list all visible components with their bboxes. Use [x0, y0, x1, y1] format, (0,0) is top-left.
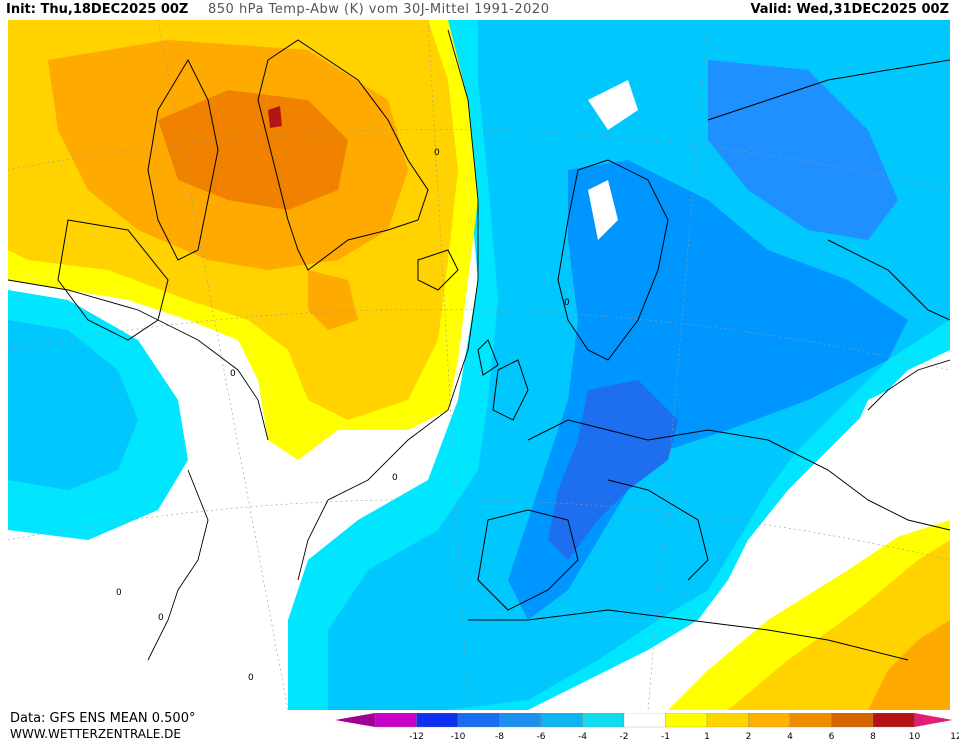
contour-label: 0: [248, 673, 254, 683]
contour-label: 0: [392, 473, 398, 483]
legend-swatch: [665, 712, 708, 728]
valid-value: Wed,31DEC2025 00Z: [796, 2, 949, 17]
anomaly-region-se-orange: [868, 620, 950, 710]
legend-tick-label: 12: [950, 732, 959, 742]
legend-swatch: [540, 712, 583, 728]
map-canvas: 0 0 0 0 0 0 0: [8, 20, 950, 710]
data-source: Data: GFS ENS MEAN 0.500°: [10, 711, 196, 726]
valid-label: Valid:: [750, 2, 792, 17]
legend-tick-label: 4: [787, 732, 793, 742]
legend-bar: [335, 712, 953, 728]
legend-swatch: [748, 712, 791, 728]
anomaly-region-deep-blue: [548, 380, 678, 560]
legend-swatch: [457, 712, 500, 728]
map-title: 850 hPa Temp-Abw (K) vom 30J-Mittel 1991…: [208, 2, 550, 17]
legend-tick-label: 8: [870, 732, 876, 742]
website-link[interactable]: WWW.WETTERZENTRALE.DE: [10, 727, 181, 741]
contour-label-group: 0 0 0 0 0 0 0: [116, 148, 570, 683]
contour-label: 0: [116, 588, 122, 598]
legend-tick-label: -4: [578, 732, 587, 742]
map-footer: Data: GFS ENS MEAN 0.500° WWW.WETTERZENT…: [0, 710, 959, 742]
zero-contours: [8, 29, 950, 661]
init-value: Thu,18DEC2025 00Z: [40, 2, 189, 17]
legend-swatch: [831, 712, 874, 728]
legend-arrow-right: [914, 713, 953, 727]
anomaly-region-dark-orange: [158, 90, 348, 210]
legend-arrow-left: [335, 713, 375, 727]
legend-tick-label: -1: [661, 732, 670, 742]
legend-tick-label: 1: [704, 732, 710, 742]
color-legend: -12 -10 -8 -6 -4 -2 -1 1 2 4 6 8 10 12: [335, 712, 959, 742]
legend-swatch: [789, 712, 832, 728]
legend-swatch: [582, 712, 625, 728]
init-time: Init: Thu,18DEC2025 00Z: [6, 0, 188, 20]
anomaly-region-white-north: [588, 80, 638, 130]
legend-tick-label: -10: [450, 732, 466, 742]
legend-tick-label: -12: [409, 732, 424, 742]
legend-tick-label: 10: [908, 732, 921, 742]
map-header: Init: Thu,18DEC2025 00Z 850 hPa Temp-Abw…: [0, 0, 959, 20]
anomaly-region-atlantic-sky: [8, 320, 138, 490]
init-label: Init:: [6, 2, 36, 17]
anomaly-region-red: [268, 106, 282, 128]
contour-label: 0: [158, 613, 164, 623]
valid-time: Valid: Wed,31DEC2025 00Z: [750, 0, 949, 20]
legend-tick-label: -6: [536, 732, 546, 742]
legend-tick-label: -8: [495, 732, 504, 742]
anomaly-region-orange-mid: [308, 270, 358, 330]
legend-tick-label: 6: [828, 732, 835, 742]
graticule: [8, 20, 950, 710]
contour-label: 0: [564, 298, 570, 308]
contour-label: 0: [230, 369, 236, 379]
legend-swatch: [872, 712, 915, 728]
anomaly-region-white-east: [788, 360, 950, 560]
legend-swatch: [623, 712, 666, 728]
legend-swatch: [374, 712, 417, 728]
contour-label: 0: [434, 148, 440, 158]
temperature-anomaly-map: 0 0 0 0 0 0 0: [8, 20, 950, 710]
legend-swatch: [706, 712, 749, 728]
coastlines: [57, 39, 950, 661]
legend-swatch: [499, 712, 542, 728]
anomaly-region-white-scandinavia: [588, 180, 618, 240]
legend-tick-label: -2: [619, 732, 629, 742]
legend-swatch: [416, 712, 459, 728]
legend-tick-label: 2: [745, 732, 752, 742]
anomaly-region-russia-blue: [708, 60, 898, 240]
